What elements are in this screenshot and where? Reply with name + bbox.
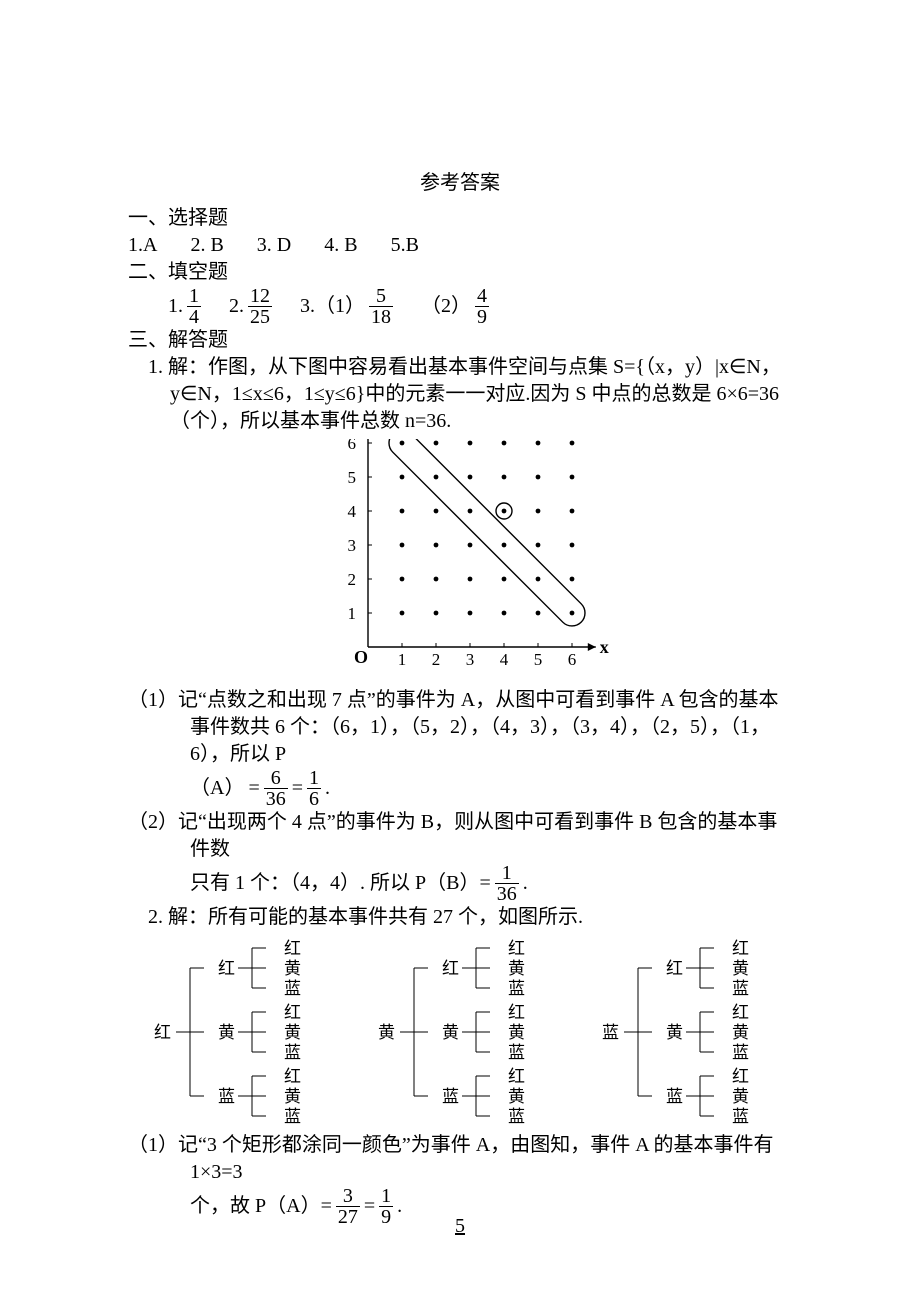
q2-para: 2. 解：所有可能的基本事件共有 27 个，如图所示. [128,904,792,931]
q1-frac-6-36: 6 36 [264,768,288,809]
svg-text:黄: 黄 [732,1087,749,1106]
svg-text:蓝: 蓝 [284,1107,301,1126]
svg-text:3: 3 [348,536,357,555]
svg-text:黄: 黄 [666,1023,683,1042]
svg-text:红: 红 [218,959,235,978]
scatter-grid-svg: Oxy112233445566 [310,439,610,677]
svg-text:蓝: 蓝 [732,1107,749,1126]
svg-text:5: 5 [534,650,543,669]
mc-1: 1.A [128,232,157,259]
svg-text:蓝: 蓝 [442,1087,459,1106]
svg-text:6: 6 [568,650,577,669]
svg-text:4: 4 [348,502,357,521]
svg-text:黄: 黄 [508,1023,525,1042]
page-title: 参考答案 [128,170,792,197]
svg-text:蓝: 蓝 [732,979,749,998]
svg-text:蓝: 蓝 [508,1043,525,1062]
fill-answers: 1. 1 4 2. 12 25 3.（1） 5 18 （2） 4 9 [128,286,792,327]
fill-3b-frac: 4 9 [475,286,489,327]
fill-3a-label: 3.（1） [300,293,365,320]
svg-text:黄: 黄 [732,1023,749,1042]
fill-2-frac: 12 25 [248,286,272,327]
q2-part1-a: （1）记“3 个矩形都涂同一颜色”为事件 A，由图知，事件 A 的基本事件有 1… [128,1132,792,1186]
fill-1: 1. 1 4 [168,286,201,327]
fill-3b-label: （2） [421,293,471,320]
fill-1-label: 1. [168,293,183,320]
svg-text:红: 红 [732,1003,749,1022]
svg-text:黄: 黄 [218,1023,235,1042]
svg-text:2: 2 [432,650,441,669]
svg-text:蓝: 蓝 [284,979,301,998]
mc-4: 4. B [324,232,357,259]
svg-text:红: 红 [732,939,749,958]
svg-text:红: 红 [508,1067,525,1086]
svg-text:蓝: 蓝 [284,1043,301,1062]
svg-text:蓝: 蓝 [508,979,525,998]
svg-text:黄: 黄 [284,1023,301,1042]
svg-text:黄: 黄 [442,1023,459,1042]
svg-text:黄: 黄 [284,959,301,978]
q1-para: 1. 解：作图，从下图中容易看出基本事件空间与点集 S={（x，y）|x∈N，y… [128,354,792,435]
fill-1-frac: 1 4 [187,286,201,327]
svg-text:红: 红 [732,1067,749,1086]
svg-text:1: 1 [398,650,407,669]
fill-3b: （2） 4 9 [421,286,489,327]
svg-text:蓝: 蓝 [218,1087,235,1106]
svg-text:3: 3 [466,650,475,669]
q1-part2-b: 只有 1 个：（4，4）. 所以 P（B）= 1 36 . [128,863,792,904]
q2-tree: 红红红黄蓝黄红黄蓝蓝红黄蓝 黄红红黄蓝黄红黄蓝蓝红黄蓝 蓝红红黄蓝黄红黄蓝蓝红黄… [128,935,792,1130]
fill-3a-frac: 5 18 [369,286,393,327]
svg-text:黄: 黄 [284,1087,301,1106]
tree-red: 红红红黄蓝黄红黄蓝蓝红黄蓝 [146,935,326,1130]
svg-text:蓝: 蓝 [732,1043,749,1062]
svg-text:蓝: 蓝 [602,1023,619,1042]
q1-frac-1-36: 1 36 [495,863,519,904]
mc-answers: 1.A 2. B 3. D 4. B 5.B [128,232,792,259]
svg-text:红: 红 [442,959,459,978]
svg-text:5: 5 [348,468,357,487]
fill-2-label: 2. [229,293,244,320]
mc-2: 2. B [190,232,223,259]
svg-text:蓝: 蓝 [508,1107,525,1126]
mc-5: 5.B [391,232,419,259]
mc-3: 3. D [257,232,291,259]
svg-text:6: 6 [348,439,357,453]
svg-text:x: x [600,637,609,657]
q1-part1-b: （A） = 6 36 = 1 6 . [128,768,792,809]
svg-text:蓝: 蓝 [666,1087,683,1106]
svg-text:1: 1 [348,604,357,623]
section-2-heading: 二、填空题 [128,259,792,286]
svg-text:红: 红 [284,1003,301,1022]
section-3-heading: 三、解答题 [128,327,792,354]
fill-3a: 3.（1） 5 18 [300,286,393,327]
svg-text:红: 红 [508,939,525,958]
q1-part1-a: （1）记“点数之和出现 7 点”的事件为 A，从图中可看到事件 A 包含的基本事… [128,687,792,768]
fill-2: 2. 12 25 [229,286,272,327]
svg-text:红: 红 [508,1003,525,1022]
svg-text:黄: 黄 [732,959,749,978]
svg-text:红: 红 [284,1067,301,1086]
svg-text:红: 红 [284,939,301,958]
q1-p1b-prefix: （A） [190,775,244,802]
q1-chart: Oxy112233445566 [128,439,792,685]
svg-text:2: 2 [348,570,357,589]
tree-blue: 蓝红红黄蓝黄红黄蓝蓝红黄蓝 [594,935,774,1130]
svg-text:4: 4 [500,650,509,669]
q1-p2b-prefix: 只有 1 个：（4，4）. 所以 P（B）= [190,870,491,897]
q1-part2-a: （2）记“出现两个 4 点”的事件为 B，则从图中可看到事件 B 包含的基本事件… [128,809,792,863]
svg-text:黄: 黄 [378,1023,395,1042]
svg-text:黄: 黄 [508,959,525,978]
tree-yellow: 黄红红黄蓝黄红黄蓝蓝红黄蓝 [370,935,550,1130]
q1-frac-1-6: 1 6 [307,768,321,809]
svg-text:黄: 黄 [508,1087,525,1106]
page: 参考答案 一、选择题 1.A 2. B 3. D 4. B 5.B 二、填空题 … [0,0,920,1300]
page-number: 5 [0,1213,920,1240]
section-1-heading: 一、选择题 [128,205,792,232]
svg-text:红: 红 [666,959,683,978]
svg-text:O: O [354,647,368,667]
svg-text:红: 红 [154,1023,171,1042]
